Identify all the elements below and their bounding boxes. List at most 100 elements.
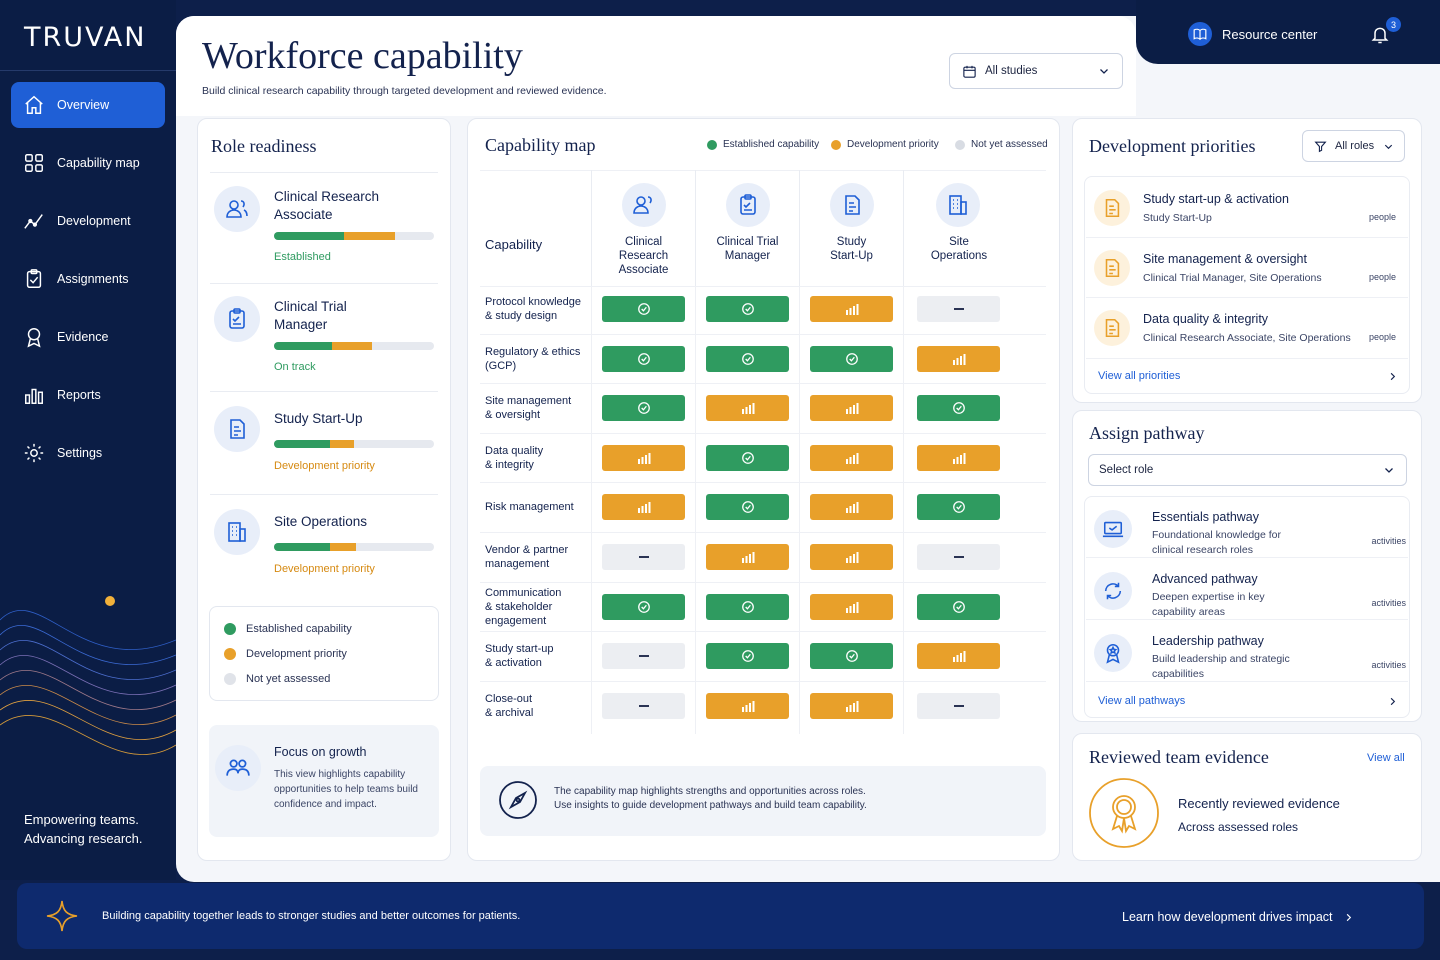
clipboard-icon [26,269,42,288]
priority-item[interactable]: Data quality & integrity Clinical Researc… [1086,298,1408,358]
sidebar-item-overview[interactable]: Overview [11,82,165,128]
sparkle-icon [46,900,78,932]
roles-filter-dropdown[interactable]: All roles [1302,130,1405,162]
banner-link[interactable]: Learn how development drives impact [1122,910,1354,924]
priority-meta: people [1368,332,1396,342]
capability-cell-established[interactable] [810,643,893,669]
capability-cell-priority[interactable] [917,643,1000,669]
divider [210,391,438,392]
capability-cell-priority[interactable] [810,395,893,421]
sidebar-item-reports[interactable]: Reports [11,372,165,418]
pathway-meta: activities [1371,536,1406,546]
view-all-priorities-link[interactable]: View all priorities [1098,370,1398,382]
capability-cell-established[interactable] [917,494,1000,520]
role-name: Clinical Research Associate [274,189,380,222]
check-circle-icon [741,303,754,315]
capability-cell-not-assessed[interactable] [917,296,1000,322]
sidebar-item-settings[interactable]: Settings [11,430,165,476]
studies-dropdown[interactable]: All studies [949,53,1123,89]
role-item[interactable]: Clinical Trial Manager On track [198,296,452,396]
capability-cell-established[interactable] [602,395,685,421]
role-item[interactable]: Study Start-Up Development priority [198,406,452,506]
column-divider [903,286,904,734]
chevron-right-icon [1390,372,1396,380]
signal-bars-icon [845,701,858,712]
capability-cell-established[interactable] [706,494,789,520]
dash-icon [638,705,649,707]
divider [480,532,1046,533]
capability-cell-established[interactable] [706,445,789,471]
capability-cell-priority[interactable] [810,693,893,719]
pathway-title: Advanced pathway [1152,572,1258,586]
sidebar-item-assignments[interactable]: Assignments [11,256,165,302]
signal-bars-icon [637,502,650,513]
pathway-meta: activities [1371,598,1406,608]
check-circle-icon [741,650,754,662]
capability-cell-priority[interactable] [602,494,685,520]
priority-item[interactable]: Site management & oversight Clinical Tria… [1086,238,1408,298]
legend-item: Not yet assessed [224,673,330,685]
capability-cell-established[interactable] [706,594,789,620]
divider [480,681,1046,682]
capability-cell-established[interactable] [602,296,685,322]
role-column-header: Clinical Trial Manager [695,170,799,286]
capability-cell-established[interactable] [810,346,893,372]
capability-cell-not-assessed[interactable] [917,693,1000,719]
capability-cell-not-assessed[interactable] [602,693,685,719]
capability-cell-priority[interactable] [810,445,893,471]
pathway-item[interactable]: Leadership pathway Build leadership and s… [1086,624,1408,686]
legend-item: Established capability [707,139,819,150]
capability-cell-not-assessed[interactable] [917,544,1000,570]
sidebar-item-label: Development [57,214,131,228]
capability-cell-established[interactable] [706,296,789,322]
sidebar-item-capability-map[interactable]: Capability map [11,140,165,186]
pathway-item[interactable]: Advanced pathway Deepen expertise in key c… [1086,562,1408,624]
role-item[interactable]: Site Operations Development priority [198,509,452,609]
capability-cell-not-assessed[interactable] [602,544,685,570]
capability-cell-not-assessed[interactable] [602,643,685,669]
view-all-pathways-link[interactable]: View all pathways [1098,695,1398,707]
divider [1086,557,1408,558]
priority-item[interactable]: Study start-up & activation Study Start-U… [1086,178,1408,238]
capability-cell-priority[interactable] [810,544,893,570]
role-progress-bar [274,543,434,551]
check-circle-icon [741,501,754,513]
divider [480,286,1046,287]
select-role-dropdown[interactable]: Select role [1088,454,1407,486]
dash-icon [953,308,964,310]
capability-row-label: Close-out & archival [485,693,534,719]
role-readiness-title: Role readiness [211,136,317,156]
role-item[interactable]: Clinical Research Associate Established [198,186,452,286]
bell-icon[interactable] [1370,24,1390,46]
evidence-headline: Recently reviewed evidence [1178,796,1340,811]
capability-cell-established[interactable] [706,643,789,669]
refresh-icon [1094,572,1132,610]
capability-cell-priority[interactable] [706,395,789,421]
sidebar-item-evidence[interactable]: Evidence [11,314,165,360]
column-divider [695,286,696,734]
capability-cell-established[interactable] [706,346,789,372]
capability-cell-priority[interactable] [810,594,893,620]
capability-row-label: Protocol knowledge & study design [485,296,582,322]
capability-cell-priority[interactable] [917,346,1000,372]
capability-cell-priority[interactable] [706,544,789,570]
capability-cell-established[interactable] [602,346,685,372]
sidebar-nav: Overview Capability map Development Assi… [11,82,165,488]
book-icon [1188,22,1212,46]
divider [480,170,1046,171]
capability-cell-priority[interactable] [602,445,685,471]
view-all-evidence-link[interactable]: View all [1367,752,1405,764]
pathway-item[interactable]: Essentials pathway Foundational knowledge… [1086,500,1408,562]
capability-cell-established[interactable] [602,594,685,620]
capability-cell-priority[interactable] [810,296,893,322]
bottom-banner: Building capability together leads to st… [17,883,1424,949]
resource-center-link[interactable]: Resource center [1188,22,1317,46]
capability-cell-established[interactable] [917,395,1000,421]
capability-cell-priority[interactable] [917,445,1000,471]
legend-item: Development priority [224,648,347,660]
capability-cell-priority[interactable] [706,693,789,719]
sidebar-item-development[interactable]: Development [11,198,165,244]
check-circle-icon [952,402,965,414]
capability-cell-priority[interactable] [810,494,893,520]
capability-cell-established[interactable] [917,594,1000,620]
